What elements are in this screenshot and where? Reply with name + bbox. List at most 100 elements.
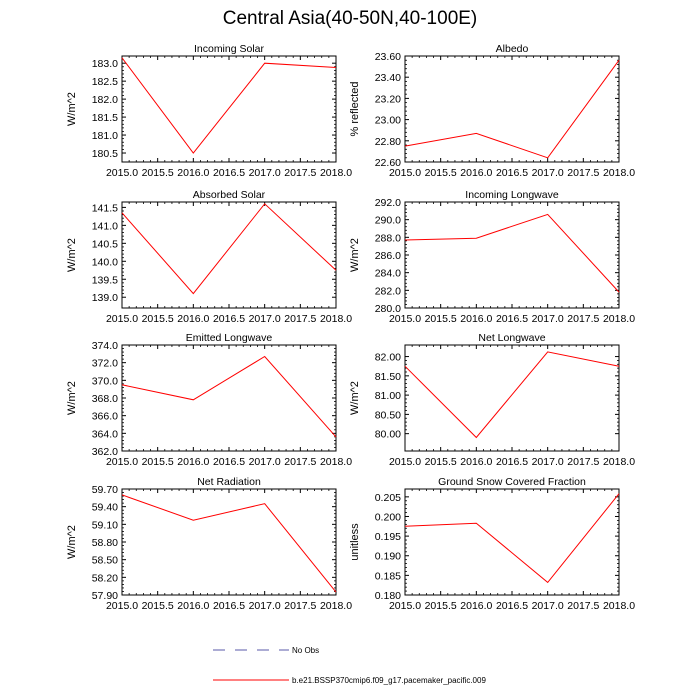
x-tick-label: 2015.0 bbox=[389, 600, 421, 612]
y-tick-label: 139.0 bbox=[92, 292, 118, 304]
y-tick-label: 181.0 bbox=[92, 130, 118, 142]
x-tick-label: 2018.0 bbox=[320, 313, 352, 325]
x-tick-label: 2016.0 bbox=[460, 313, 492, 325]
y-tick-label: 80.00 bbox=[375, 429, 401, 441]
y-tick-label: 362.0 bbox=[92, 446, 118, 458]
x-tick-label: 2015.0 bbox=[106, 167, 138, 179]
panel-title: Net Longwave bbox=[478, 332, 545, 344]
panel-title: Net Radiation bbox=[197, 476, 261, 488]
x-tick-label: 2017.5 bbox=[567, 313, 599, 325]
x-tick-label: 2017.5 bbox=[284, 313, 316, 325]
y-tick-label: 58.50 bbox=[92, 555, 118, 567]
panel-title: Incoming Solar bbox=[194, 43, 265, 55]
chart-panel-3: Absorbed Solar W/m^2 2015.0 2015.5 2016.0 201… bbox=[66, 189, 352, 325]
x-tick-label: 2016.5 bbox=[213, 456, 245, 468]
x-tick-label: 2017.0 bbox=[249, 167, 281, 179]
chart-panel-1: Incoming Solar W/m^2 2015.0 2015.5 2016.0 201… bbox=[66, 43, 352, 179]
y-tick-label: 0.185 bbox=[375, 570, 401, 582]
x-tick-label: 2016.5 bbox=[213, 313, 245, 325]
x-tick-label: 2017.0 bbox=[532, 456, 564, 468]
x-tick-label: 2018.0 bbox=[320, 167, 352, 179]
x-tick-label: 2015.0 bbox=[389, 167, 421, 179]
x-tick-label: 2016.5 bbox=[496, 456, 528, 468]
y-tick-label: 374.0 bbox=[92, 340, 118, 352]
x-tick-label: 2016.5 bbox=[213, 167, 245, 179]
y-tick-label: 80.50 bbox=[375, 409, 401, 421]
y-tick-label: 286.0 bbox=[375, 250, 401, 262]
plot-frame bbox=[404, 488, 620, 596]
chart-panel-6: Net Longwave W/m^2 2015.0 2015.5 2016.0 2016.… bbox=[349, 332, 635, 468]
series-line bbox=[121, 494, 337, 593]
y-tick-label: 59.10 bbox=[92, 519, 118, 531]
y-tick-label: 22.80 bbox=[375, 136, 401, 148]
y-tick-label: 140.0 bbox=[92, 256, 118, 268]
y-tick-label: 290.0 bbox=[375, 215, 401, 227]
y-tick-label: 180.5 bbox=[92, 148, 118, 160]
legend-label-2: b.e21.BSSP370cmip6.f09_g17.pacemaker_pac… bbox=[292, 676, 486, 685]
y-axis-label: W/m^2 bbox=[66, 381, 78, 415]
x-tick-label: 2018.0 bbox=[603, 600, 635, 612]
y-tick-label: 23.60 bbox=[375, 51, 401, 63]
x-tick-label: 2017.5 bbox=[567, 456, 599, 468]
x-tick-label: 2015.0 bbox=[389, 456, 421, 468]
x-tick-label: 2015.5 bbox=[142, 600, 174, 612]
x-tick-label: 2017.0 bbox=[532, 600, 564, 612]
y-tick-label: 181.5 bbox=[92, 112, 118, 124]
series-line bbox=[404, 493, 620, 584]
y-tick-label: 370.0 bbox=[92, 375, 118, 387]
x-tick-label: 2016.0 bbox=[460, 167, 492, 179]
x-tick-label: 2016.0 bbox=[177, 167, 209, 179]
y-axis-label: W/m^2 bbox=[66, 238, 78, 272]
y-tick-label: 139.5 bbox=[92, 274, 118, 286]
x-tick-label: 2016.0 bbox=[177, 600, 209, 612]
plot-frame bbox=[121, 488, 337, 596]
y-axis-label: W/m^2 bbox=[349, 238, 361, 272]
series-line bbox=[121, 203, 337, 295]
y-tick-label: 23.20 bbox=[375, 93, 401, 105]
x-tick-label: 2015.5 bbox=[425, 313, 457, 325]
y-tick-label: 57.90 bbox=[92, 590, 118, 602]
x-tick-label: 2016.5 bbox=[496, 600, 528, 612]
series-line bbox=[121, 57, 337, 154]
y-tick-label: 141.5 bbox=[92, 202, 118, 214]
x-tick-label: 2015.5 bbox=[142, 456, 174, 468]
x-tick-label: 2017.0 bbox=[249, 456, 281, 468]
plot-frame bbox=[121, 201, 337, 309]
x-tick-label: 2015.5 bbox=[425, 456, 457, 468]
x-tick-label: 2018.0 bbox=[320, 456, 352, 468]
x-tick-label: 2015.0 bbox=[389, 313, 421, 325]
legend-label-1: No Obs bbox=[292, 646, 319, 655]
x-tick-label: 2016.0 bbox=[460, 600, 492, 612]
x-tick-label: 2017.5 bbox=[567, 167, 599, 179]
panel-title: Emitted Longwave bbox=[186, 332, 273, 344]
y-tick-label: 23.00 bbox=[375, 115, 401, 127]
x-tick-label: 2017.5 bbox=[284, 456, 316, 468]
plot-frame bbox=[121, 344, 337, 452]
x-tick-label: 2017.0 bbox=[249, 313, 281, 325]
y-tick-label: 182.0 bbox=[92, 94, 118, 106]
y-tick-label: 59.70 bbox=[92, 484, 118, 496]
x-tick-label: 2017.0 bbox=[249, 600, 281, 612]
series-line bbox=[404, 59, 620, 159]
y-tick-label: 22.60 bbox=[375, 157, 401, 169]
y-tick-label: 364.0 bbox=[92, 428, 118, 440]
x-tick-label: 2016.5 bbox=[496, 167, 528, 179]
chart-panel-2: Albedo % reflected 2015.0 2015.5 2016.0 2016.… bbox=[349, 43, 635, 179]
series-line bbox=[404, 351, 620, 439]
y-tick-label: 182.5 bbox=[92, 76, 118, 88]
x-tick-label: 2015.5 bbox=[142, 313, 174, 325]
y-tick-label: 368.0 bbox=[92, 393, 118, 405]
legend: No Obs b.e21.BSSP370cmip6.f09_g17.pacemak… bbox=[213, 646, 486, 685]
y-tick-label: 288.0 bbox=[375, 232, 401, 244]
x-tick-label: 2016.0 bbox=[177, 456, 209, 468]
x-tick-label: 2016.0 bbox=[460, 456, 492, 468]
y-axis-label: W/m^2 bbox=[66, 525, 78, 559]
x-tick-label: 2015.0 bbox=[106, 313, 138, 325]
panel-title: Ground Snow Covered Fraction bbox=[438, 476, 586, 488]
chart-panel-4: Incoming Longwave W/m^2 2015.0 2015.5 2016.0… bbox=[349, 189, 635, 325]
y-tick-label: 58.20 bbox=[92, 572, 118, 584]
y-axis-label: W/m^2 bbox=[349, 381, 361, 415]
panel-title: Albedo bbox=[496, 43, 529, 55]
figure-title: Central Asia(40-50N,40-100E) bbox=[222, 8, 478, 29]
